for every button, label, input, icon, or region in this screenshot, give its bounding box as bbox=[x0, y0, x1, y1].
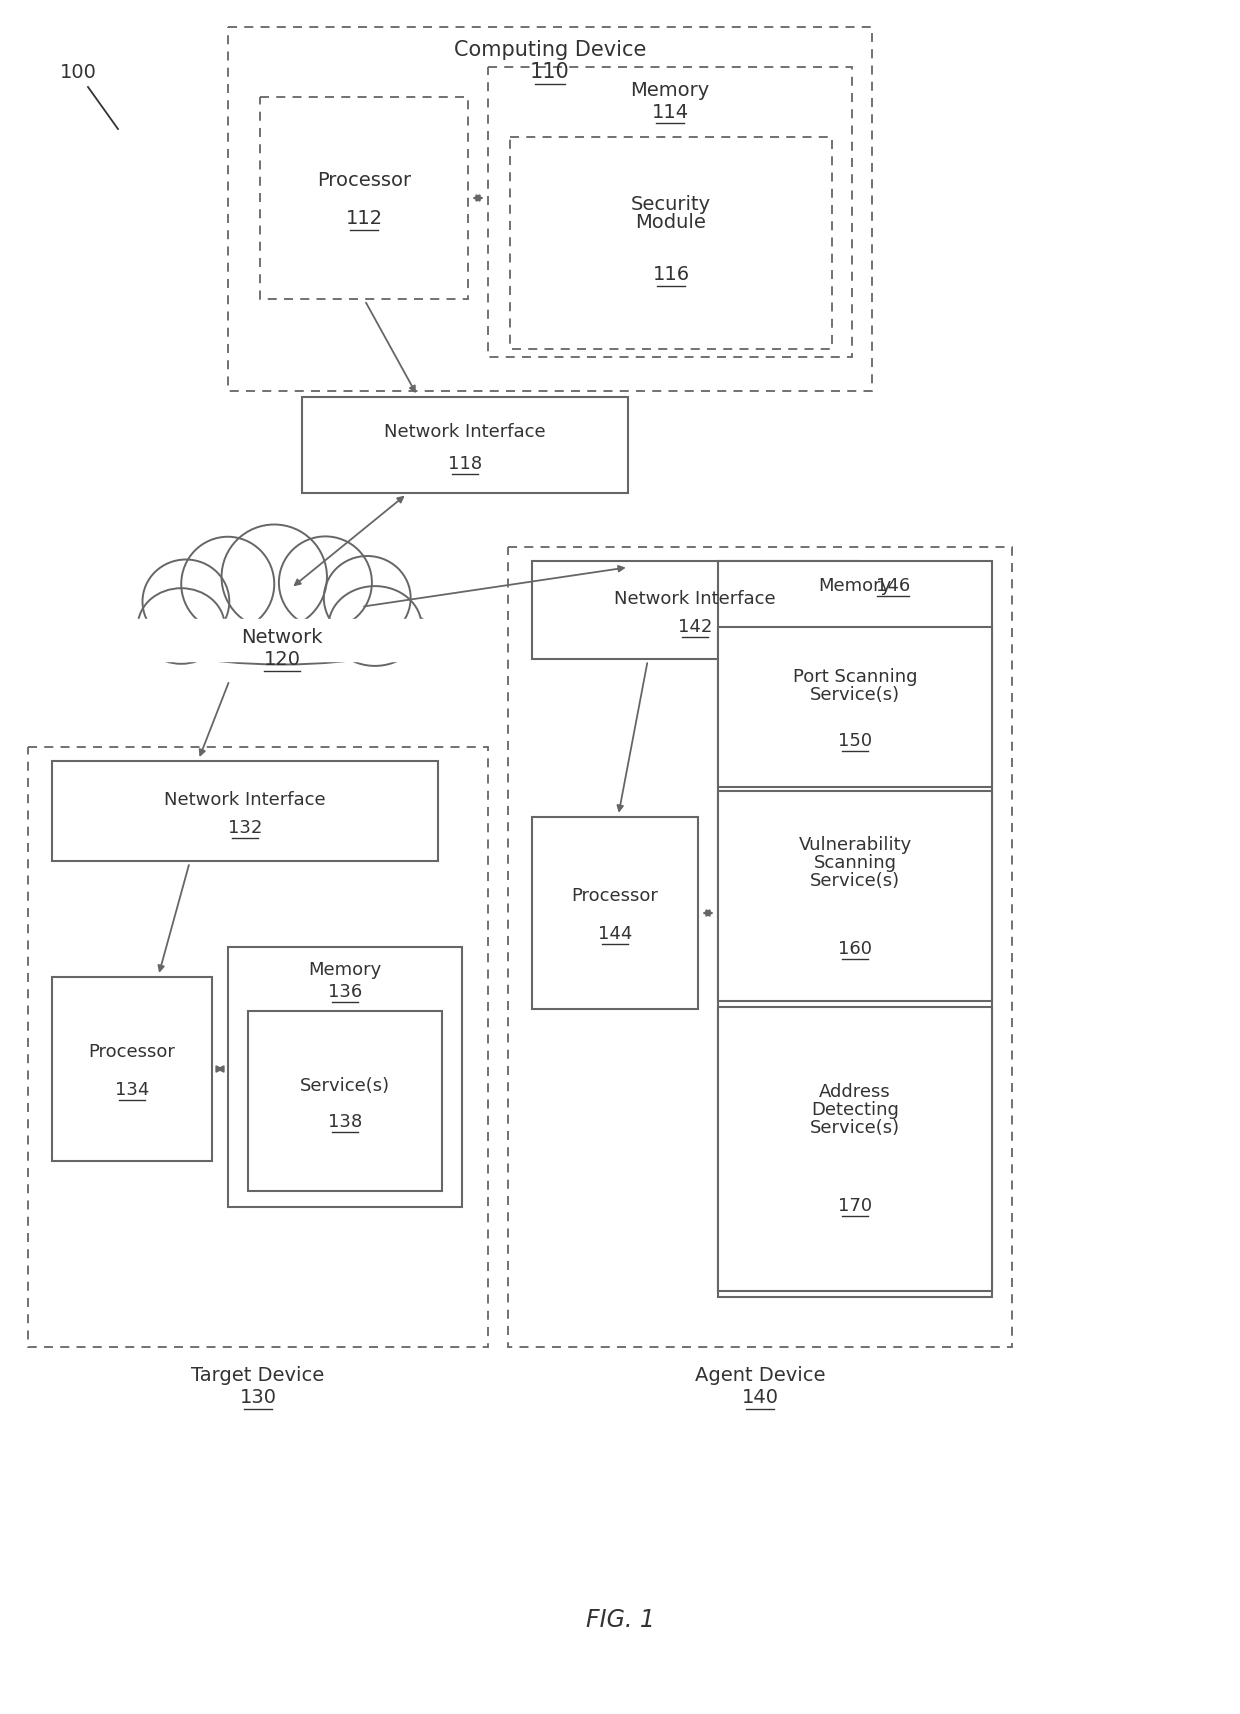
Text: 120: 120 bbox=[263, 650, 300, 668]
Text: Network Interface: Network Interface bbox=[384, 423, 546, 440]
Text: Processor: Processor bbox=[572, 886, 658, 905]
Text: Computing Device: Computing Device bbox=[454, 39, 646, 60]
Text: Service(s): Service(s) bbox=[810, 686, 900, 703]
Text: Address: Address bbox=[820, 1082, 890, 1100]
Text: 110: 110 bbox=[531, 62, 570, 82]
Bar bbox=[508, 548, 1012, 1347]
Text: 146: 146 bbox=[875, 576, 910, 595]
Text: 160: 160 bbox=[838, 939, 872, 958]
Ellipse shape bbox=[324, 557, 410, 641]
Text: 136: 136 bbox=[327, 982, 362, 1001]
Text: 130: 130 bbox=[239, 1388, 277, 1407]
Bar bbox=[718, 562, 992, 1297]
Bar bbox=[532, 562, 858, 660]
Text: 138: 138 bbox=[327, 1112, 362, 1130]
Text: Vulnerability: Vulnerability bbox=[799, 835, 911, 854]
Text: Service(s): Service(s) bbox=[810, 871, 900, 890]
Bar bbox=[228, 27, 872, 393]
Text: 144: 144 bbox=[598, 924, 632, 943]
Ellipse shape bbox=[279, 536, 372, 629]
Bar bbox=[126, 620, 436, 662]
Bar bbox=[29, 747, 489, 1347]
Text: 114: 114 bbox=[651, 103, 688, 122]
Bar bbox=[228, 948, 463, 1207]
Ellipse shape bbox=[143, 560, 229, 644]
Bar bbox=[52, 977, 212, 1162]
Bar bbox=[718, 627, 992, 787]
Bar bbox=[718, 1008, 992, 1291]
Bar bbox=[489, 69, 852, 358]
Text: 150: 150 bbox=[838, 732, 872, 749]
Text: 116: 116 bbox=[652, 266, 689, 285]
Text: Processor: Processor bbox=[88, 1042, 175, 1061]
Bar bbox=[52, 761, 438, 862]
Ellipse shape bbox=[135, 595, 429, 665]
Bar bbox=[248, 1011, 441, 1191]
Ellipse shape bbox=[138, 590, 224, 665]
Bar bbox=[260, 98, 467, 300]
Text: Service(s): Service(s) bbox=[810, 1118, 900, 1136]
Text: 170: 170 bbox=[838, 1196, 872, 1214]
Text: Target Device: Target Device bbox=[191, 1366, 325, 1385]
Text: 140: 140 bbox=[742, 1388, 779, 1407]
Bar bbox=[718, 792, 992, 1001]
Text: FIG. 1: FIG. 1 bbox=[585, 1608, 655, 1632]
Text: Port Scanning: Port Scanning bbox=[792, 668, 918, 686]
Text: Security: Security bbox=[631, 195, 711, 214]
Bar bbox=[510, 137, 832, 350]
Text: 118: 118 bbox=[448, 454, 482, 473]
Text: 112: 112 bbox=[346, 209, 383, 228]
Text: Service(s): Service(s) bbox=[300, 1076, 391, 1094]
Text: Detecting: Detecting bbox=[811, 1100, 899, 1118]
Text: 132: 132 bbox=[228, 819, 262, 836]
Text: Network: Network bbox=[242, 627, 322, 648]
Ellipse shape bbox=[181, 538, 274, 632]
Bar bbox=[303, 398, 627, 494]
Text: Memory: Memory bbox=[630, 81, 709, 99]
Text: Memory: Memory bbox=[818, 576, 892, 595]
Text: Memory: Memory bbox=[309, 960, 382, 979]
Bar bbox=[532, 818, 698, 1010]
Text: 142: 142 bbox=[678, 617, 712, 636]
Text: 100: 100 bbox=[60, 62, 97, 82]
Text: Processor: Processor bbox=[317, 171, 412, 190]
Text: Scanning: Scanning bbox=[813, 854, 897, 871]
Text: Network Interface: Network Interface bbox=[164, 790, 326, 809]
Text: Network Interface: Network Interface bbox=[614, 590, 776, 608]
Ellipse shape bbox=[329, 586, 422, 667]
Text: Agent Device: Agent Device bbox=[694, 1366, 826, 1385]
Text: 134: 134 bbox=[115, 1080, 149, 1099]
Ellipse shape bbox=[222, 524, 327, 631]
Text: Module: Module bbox=[636, 213, 707, 233]
